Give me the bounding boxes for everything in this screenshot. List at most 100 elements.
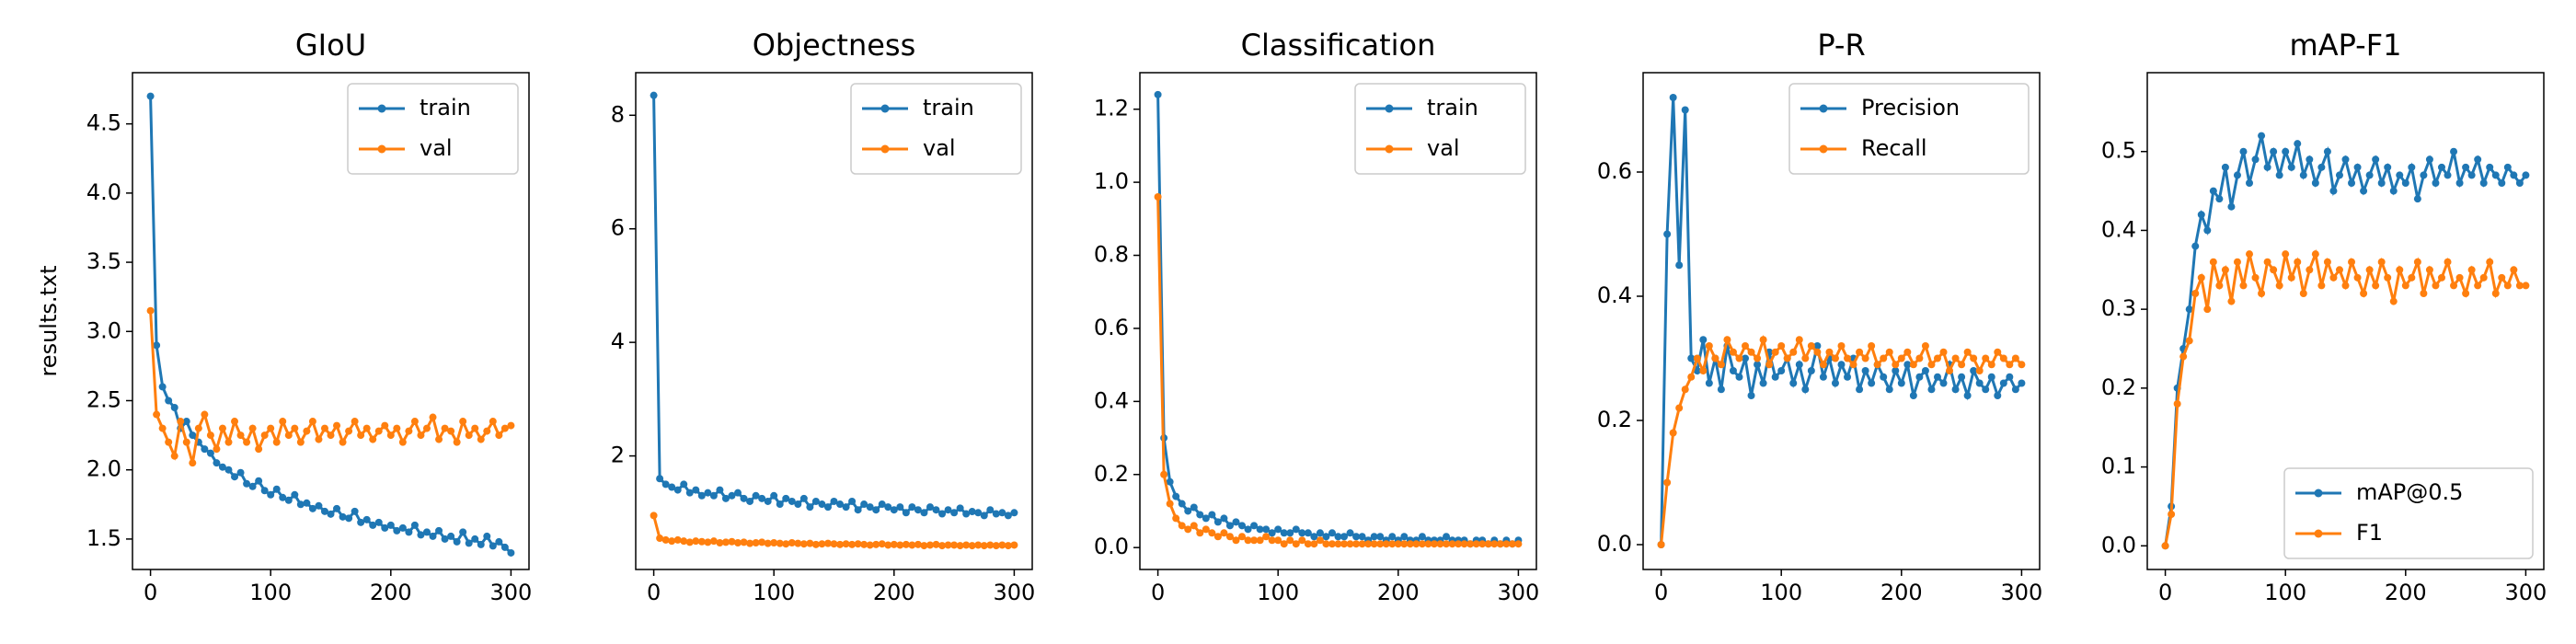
point xyxy=(1443,540,1451,548)
x-tick-label: 300 xyxy=(490,580,533,605)
point xyxy=(248,424,257,432)
point xyxy=(224,466,233,474)
point xyxy=(1340,540,1349,548)
point xyxy=(650,91,658,99)
point xyxy=(1268,529,1276,537)
point xyxy=(477,540,485,548)
point xyxy=(836,540,845,548)
point xyxy=(902,540,910,548)
point xyxy=(410,418,419,426)
point xyxy=(1430,540,1438,548)
point xyxy=(2353,273,2362,282)
point xyxy=(1443,533,1451,541)
y-tick-label: 0.2 xyxy=(1094,461,1129,487)
point xyxy=(1292,525,1300,534)
point xyxy=(1484,540,1492,548)
y-tick-label: 0.4 xyxy=(1597,282,1632,308)
point xyxy=(776,539,784,547)
point xyxy=(2011,354,2019,362)
point xyxy=(398,438,407,446)
point xyxy=(1663,230,1672,238)
legend-marker xyxy=(377,104,386,113)
legend-label: train xyxy=(923,95,974,121)
point xyxy=(770,491,778,500)
point xyxy=(806,539,814,547)
y-tick-label: 0.0 xyxy=(1094,534,1129,559)
point xyxy=(2215,195,2224,203)
point xyxy=(1759,379,1767,387)
point xyxy=(728,537,736,546)
point xyxy=(255,477,263,485)
point xyxy=(1304,529,1312,537)
point xyxy=(962,541,971,549)
point xyxy=(320,507,328,515)
point xyxy=(489,542,497,550)
point xyxy=(405,427,413,435)
point xyxy=(255,445,263,454)
point xyxy=(2372,282,2380,290)
point xyxy=(968,508,976,516)
point xyxy=(782,494,790,502)
point xyxy=(709,537,718,546)
point xyxy=(447,532,455,540)
point xyxy=(1754,361,1762,369)
point xyxy=(2474,155,2482,164)
point xyxy=(1225,533,1234,541)
point xyxy=(2341,282,2350,290)
point xyxy=(668,483,676,491)
point xyxy=(1208,529,1216,537)
point xyxy=(2396,266,2404,274)
point xyxy=(974,509,983,517)
y-tick-label: 1.2 xyxy=(1094,96,1129,121)
point xyxy=(1400,540,1409,548)
point xyxy=(465,539,473,547)
point xyxy=(1657,541,1665,548)
point xyxy=(357,431,365,440)
point xyxy=(296,500,305,509)
point xyxy=(2203,226,2212,235)
point xyxy=(272,438,281,446)
point xyxy=(2408,163,2416,171)
point xyxy=(1154,90,1162,98)
point xyxy=(393,526,401,535)
point xyxy=(158,383,167,391)
axes-frame xyxy=(1642,72,2041,570)
point xyxy=(1982,354,1990,362)
point xyxy=(764,539,772,547)
point xyxy=(374,427,383,435)
point xyxy=(992,542,1000,550)
point xyxy=(1837,342,1846,350)
point xyxy=(465,431,473,440)
point xyxy=(1382,540,1390,548)
point xyxy=(1298,529,1306,537)
point xyxy=(2311,179,2319,187)
point xyxy=(2522,171,2530,179)
point xyxy=(1963,392,1972,399)
point xyxy=(836,500,845,509)
point xyxy=(1801,354,1810,362)
point xyxy=(1184,507,1192,515)
point xyxy=(2191,290,2200,297)
point xyxy=(2522,282,2530,290)
point xyxy=(1880,354,1888,362)
point xyxy=(1220,529,1228,537)
point xyxy=(291,424,299,432)
point xyxy=(2486,258,2494,266)
point xyxy=(2377,258,2386,266)
point xyxy=(2299,290,2307,297)
point xyxy=(362,515,371,523)
point xyxy=(668,537,676,546)
point xyxy=(1807,342,1815,350)
point xyxy=(1951,354,1960,362)
point xyxy=(459,528,467,536)
point xyxy=(1958,361,1966,369)
legend-label: val xyxy=(923,135,956,161)
point xyxy=(2479,179,2488,187)
point xyxy=(1490,540,1499,548)
point xyxy=(818,540,826,548)
point xyxy=(1478,540,1487,548)
point xyxy=(2432,179,2440,187)
point xyxy=(1897,379,1905,387)
point xyxy=(1705,342,1713,350)
